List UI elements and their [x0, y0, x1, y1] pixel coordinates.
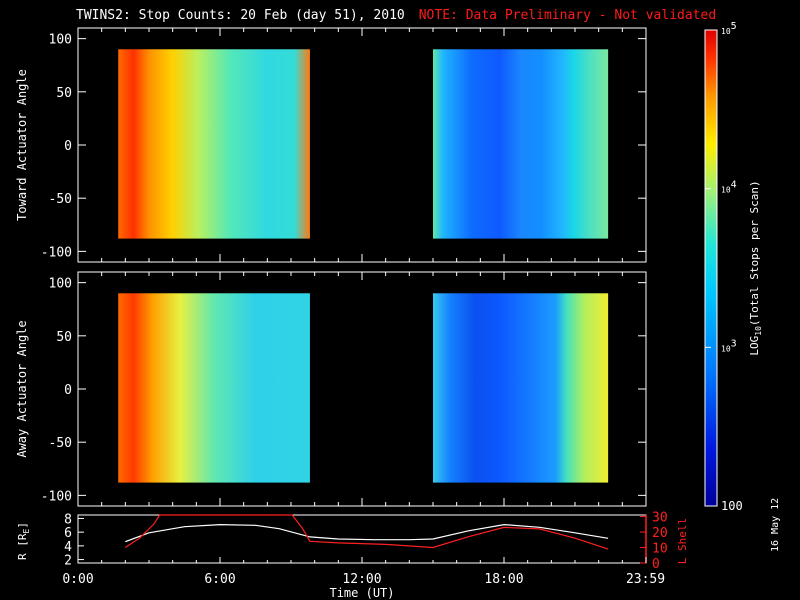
colorbar-tick-label: 100	[721, 499, 743, 513]
toward-ytick-label: -50	[49, 192, 72, 207]
colorbar-label: LOG10(Total Stops per Scan)	[748, 180, 763, 355]
title-note: NOTE: Data Preliminary - Not validated	[418, 8, 717, 23]
colorbar-tick-label: 104	[721, 180, 737, 195]
colorbar-tick-label: 103	[721, 338, 737, 353]
r-label-end: ]	[16, 522, 29, 529]
title-main: TWINS2: Stop Counts: 20 Feb (day 51), 20…	[76, 8, 405, 23]
chart-title: TWINS2: Stop Counts: 20 Feb (day 51), 20…	[76, 8, 716, 23]
lshell-tick-label: 10	[652, 542, 668, 557]
away-heatmap-block-2	[433, 293, 609, 483]
r-tick-label: 4	[64, 540, 72, 555]
time-tick-label: 12:00	[342, 572, 381, 587]
away-ytick-label: -100	[41, 489, 72, 504]
lshell-axis-label: L Shell	[676, 518, 689, 564]
colorbar-tick-base: 100	[721, 499, 743, 513]
lshell-tick-label: 0	[652, 557, 660, 572]
lshell-tick-label: 30	[652, 511, 668, 526]
toward-x-ticks	[77, 28, 647, 262]
toward-ytick-label: 50	[56, 86, 72, 101]
toward-y-axis-label: Toward Actuator Angle	[15, 69, 29, 221]
colorbar-tick-exp: 3	[731, 338, 737, 349]
r-tick-label: 2	[64, 554, 72, 569]
orbit-series	[124, 514, 609, 550]
toward-ytick-label: -100	[41, 245, 72, 260]
r-axis-label: R [RE]	[16, 522, 31, 560]
r-label-main: R [R	[16, 533, 29, 560]
away-panel: 100 50 0 -50 -100 Away Actuator Angle	[15, 271, 647, 507]
time-tick-label: 23:59	[626, 572, 665, 587]
time-axis-label: Time (UT)	[329, 586, 394, 600]
r-tick-label: 6	[64, 526, 72, 541]
away-y-axis-label: Away Actuator Angle	[15, 320, 29, 457]
lshell-tick-label: 20	[652, 526, 668, 541]
colorbar-scale	[704, 29, 718, 507]
side-date-label: 16 May 12	[770, 497, 781, 552]
time-axis: 0:00 6:00 12:00 18:00 23:59	[62, 557, 665, 587]
time-tick-label: 0:00	[62, 572, 93, 587]
away-ytick-label: 0	[64, 383, 72, 398]
r-label-sub: E	[22, 528, 31, 533]
toward-panel: 100 50 0 -50 -100 Toward Actuator Angle	[15, 27, 647, 263]
colorbar-label-main: LOG	[748, 336, 761, 356]
r-tick-label: 8	[64, 512, 72, 527]
colorbar-tick-exp: 5	[731, 21, 737, 32]
colorbar-tick-exp: 4	[731, 180, 737, 191]
toward-heatmap-block-2	[433, 49, 609, 239]
away-ytick-label: 50	[56, 330, 72, 345]
away-x-ticks	[77, 272, 647, 506]
toward-ytick-label: 100	[49, 33, 72, 48]
colorbar-label-rest: (Total Stops per Scan)	[748, 180, 761, 326]
lshell-line	[124, 514, 609, 550]
colorbar-tick-label: 105	[721, 21, 737, 36]
time-tick-label: 18:00	[484, 572, 523, 587]
away-y-axis: 100 50 0 -50 -100	[41, 277, 646, 504]
r-distance-line	[125, 523, 609, 543]
away-ytick-label: -50	[49, 436, 72, 451]
toward-ytick-label: 0	[64, 139, 72, 154]
away-ytick-label: 100	[49, 277, 72, 292]
away-heatmap-block-1	[118, 293, 310, 483]
toward-y-axis: 100 50 0 -50 -100	[41, 33, 646, 260]
colorbar-tick-base: 10	[721, 186, 731, 195]
colorbar-label-sub: 10	[754, 326, 763, 336]
colorbar-tick-base: 10	[721, 344, 731, 353]
time-tick-label: 6:00	[204, 572, 235, 587]
colorbar-tick-base: 10	[721, 27, 731, 36]
toward-heatmap-block-1	[118, 49, 310, 239]
